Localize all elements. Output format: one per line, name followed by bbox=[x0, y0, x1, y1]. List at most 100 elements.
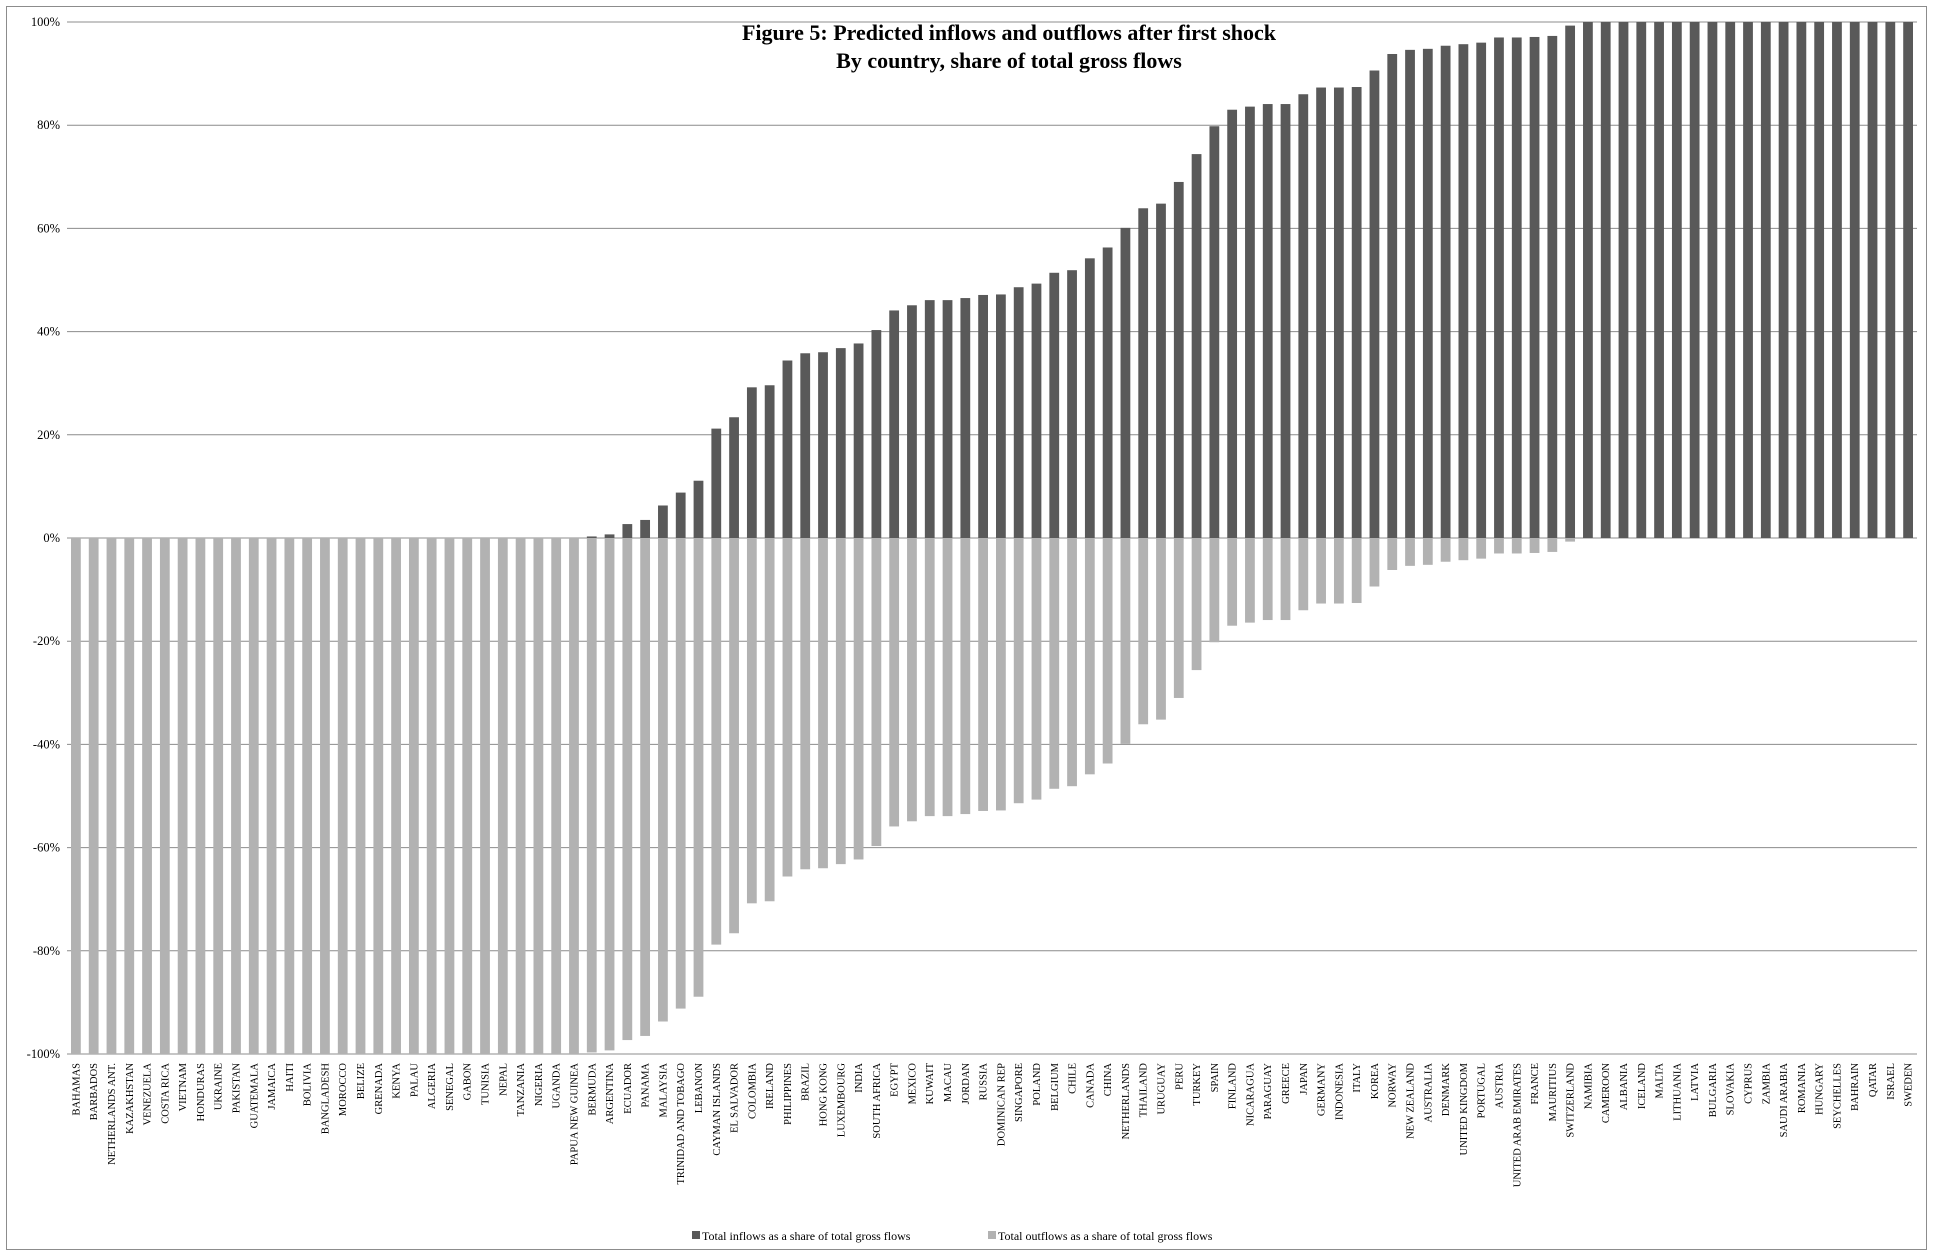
bar-inflow bbox=[1885, 22, 1896, 538]
legend-swatch-outflows bbox=[988, 1231, 996, 1239]
x-tick-label: TRINIDAD AND TOBAGO bbox=[676, 1063, 687, 1185]
bar-outflow bbox=[1440, 538, 1451, 562]
bar-outflow bbox=[1209, 538, 1220, 643]
x-tick-label: ISRAEL bbox=[1886, 1063, 1897, 1100]
bar-inflow bbox=[1707, 22, 1718, 538]
bar-outflow bbox=[871, 538, 882, 847]
y-tick-label: 100% bbox=[31, 15, 60, 29]
bar-inflow bbox=[1903, 22, 1913, 538]
bar-outflow bbox=[408, 538, 419, 1054]
x-tick-label: HONG KONG bbox=[819, 1063, 830, 1127]
bar-inflow bbox=[1778, 22, 1789, 538]
x-tick-label: FRANCE bbox=[1530, 1063, 1541, 1104]
x-tick-label: CYPRUS bbox=[1744, 1063, 1755, 1104]
bar-inflow bbox=[889, 310, 900, 538]
x-tick-label: PARAGUAY bbox=[1263, 1063, 1274, 1120]
bar-inflow bbox=[1725, 22, 1736, 538]
x-tick-label: UNITED KINGDOM bbox=[1459, 1062, 1470, 1155]
bar-inflow bbox=[1156, 203, 1166, 538]
bar-inflow bbox=[1565, 25, 1576, 538]
bar-inflow bbox=[818, 352, 828, 538]
bar-outflow bbox=[533, 538, 544, 1054]
x-tick-label: BOLIVIA bbox=[303, 1063, 314, 1107]
chart-subtitle: By country, share of total gross flows bbox=[836, 48, 1182, 73]
x-tick-label: ITALY bbox=[1352, 1063, 1363, 1093]
bar-outflow bbox=[1245, 538, 1255, 623]
bar-outflow bbox=[1173, 538, 1184, 698]
bar-outflow bbox=[302, 538, 313, 1054]
bar-inflow bbox=[675, 492, 686, 538]
x-tick-label: ECUADOR bbox=[623, 1063, 634, 1114]
x-tick-label: UKRAINE bbox=[214, 1063, 225, 1110]
legend-label-outflows: Total outflows as a share of total gross… bbox=[998, 1229, 1213, 1243]
bar-outflow bbox=[924, 538, 935, 817]
x-tick-label: POLAND bbox=[1032, 1063, 1043, 1106]
x-tick-label: KENYA bbox=[392, 1063, 403, 1099]
bar-inflow bbox=[1405, 49, 1415, 538]
x-tick-label: SINGAPORE bbox=[1014, 1063, 1025, 1122]
x-tick-label: PHILIPPINES bbox=[783, 1063, 794, 1125]
bar-inflow bbox=[1849, 22, 1860, 538]
x-tick-label: EL SALVADOR bbox=[730, 1063, 741, 1133]
bar-inflow bbox=[1583, 22, 1593, 538]
x-tick-label: BAHAMAS bbox=[71, 1063, 82, 1116]
bar-outflow bbox=[907, 538, 917, 822]
bar-inflow bbox=[907, 305, 917, 538]
bar-inflow bbox=[1280, 104, 1291, 538]
x-tick-label: ARGENTINA bbox=[605, 1063, 616, 1125]
bar-outflow bbox=[1084, 538, 1095, 775]
bar-outflow bbox=[462, 538, 473, 1054]
bar-inflow bbox=[1209, 126, 1220, 539]
bar-outflow bbox=[1013, 538, 1024, 804]
bar-inflow bbox=[1298, 94, 1309, 539]
bar-inflow bbox=[1084, 258, 1095, 538]
bar-inflow bbox=[1262, 104, 1273, 538]
bar-outflow bbox=[88, 538, 99, 1054]
bar-inflow bbox=[1422, 48, 1433, 538]
bar-outflow bbox=[1351, 538, 1362, 604]
x-tick-label: JORDAN bbox=[961, 1063, 972, 1105]
x-tick-label: PANAMA bbox=[641, 1063, 652, 1108]
bar-inflow bbox=[942, 300, 953, 538]
bar-inflow bbox=[1743, 22, 1753, 538]
bar-outflow bbox=[1458, 538, 1469, 561]
bar-outflow bbox=[444, 538, 455, 1054]
x-tick-label: NICARAGUA bbox=[1245, 1063, 1256, 1126]
bar-outflow bbox=[124, 538, 135, 1054]
x-tick-label: LUXEMBOURG bbox=[836, 1063, 847, 1138]
x-tick-label: UNITED ARAB EMIRATES bbox=[1512, 1063, 1523, 1187]
y-tick-label: 20% bbox=[37, 428, 60, 442]
x-tick-label: MEXICO bbox=[907, 1063, 918, 1105]
bar-outflow bbox=[889, 538, 900, 827]
bar-inflow bbox=[1511, 37, 1522, 538]
x-tick-label: SLOVAKIA bbox=[1726, 1063, 1737, 1116]
bar-outflow bbox=[248, 538, 259, 1054]
bar-outflow bbox=[213, 538, 224, 1054]
bar-outflow bbox=[658, 538, 668, 1022]
x-tick-label: IRELAND bbox=[765, 1063, 776, 1109]
bar-inflow bbox=[1173, 181, 1184, 538]
bar-outflow bbox=[1387, 538, 1398, 570]
bar-inflow bbox=[1458, 44, 1469, 539]
bar-outflow bbox=[835, 538, 846, 865]
x-tick-label: RUSSIA bbox=[979, 1063, 990, 1101]
bar-outflow bbox=[1227, 538, 1238, 626]
y-tick-label: 40% bbox=[37, 325, 60, 339]
bar-outflow bbox=[1316, 538, 1326, 604]
x-tick-label: FINLAND bbox=[1228, 1063, 1239, 1109]
bar-outflow bbox=[195, 538, 206, 1054]
legend-swatch-inflows bbox=[692, 1231, 700, 1239]
bar-inflow bbox=[586, 536, 597, 538]
bar-outflow bbox=[1049, 538, 1060, 789]
bar-outflow bbox=[675, 538, 686, 1009]
bar-inflow bbox=[1316, 87, 1326, 539]
x-tick-label: SWEDEN bbox=[1904, 1063, 1915, 1107]
bar-outflow bbox=[71, 538, 81, 1054]
x-tick-label: JAMAICA bbox=[267, 1063, 278, 1110]
bar-outflow bbox=[106, 538, 117, 1054]
bar-outflow bbox=[818, 538, 828, 869]
bar-outflow bbox=[1120, 538, 1131, 744]
x-tick-label: NEW ZEALAND bbox=[1406, 1063, 1417, 1139]
x-tick-label: SAUDI ARABIA bbox=[1779, 1063, 1790, 1138]
bar-outflow bbox=[764, 538, 775, 902]
